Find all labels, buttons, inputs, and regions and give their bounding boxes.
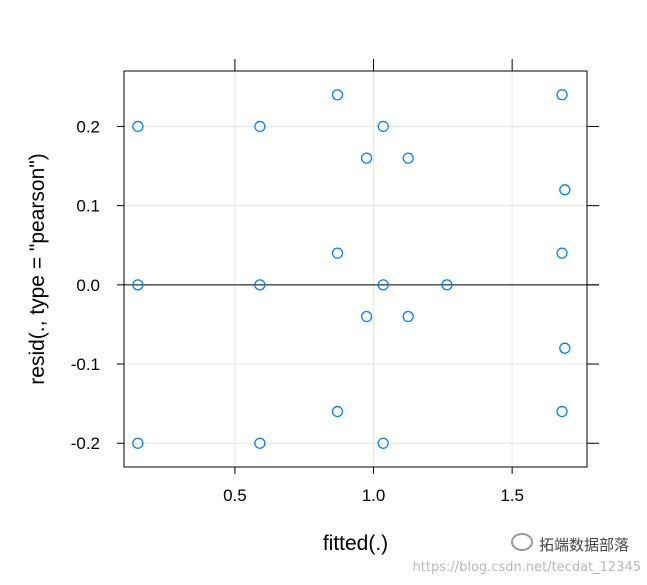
data-point <box>331 405 344 418</box>
brand-label: 拓端数据部落 <box>538 536 629 554</box>
plot-frame <box>123 70 588 468</box>
data-point <box>377 120 389 133</box>
brand-badge: 拓端数据部落 <box>510 533 629 555</box>
data-point <box>132 437 144 449</box>
y-tick-label: 0.0 <box>76 276 100 295</box>
data-point <box>331 247 344 259</box>
data-point <box>556 405 568 418</box>
x-tick-label: 0.5 <box>223 486 247 505</box>
data-point <box>132 120 144 133</box>
data-point <box>254 120 266 133</box>
y-tick-label: -0.2 <box>71 434 100 453</box>
data-point <box>556 89 568 101</box>
y-axis-title: resid(., type = "pearson") <box>26 153 49 384</box>
plot-frame-group <box>123 70 588 468</box>
wechat-icon <box>510 533 533 551</box>
y-tick-label: 0.1 <box>76 197 100 216</box>
x-axis-title: fitted(.) <box>323 532 388 555</box>
y-tick-label: 0.2 <box>76 117 100 136</box>
data-point <box>377 437 389 449</box>
data-points <box>132 89 571 449</box>
data-point <box>360 310 373 323</box>
data-point <box>254 279 266 291</box>
x-tick-label: 1.5 <box>500 486 524 505</box>
watermark: https://blog.csdn.net/tecdat_12345 <box>412 560 641 575</box>
data-point <box>441 279 453 291</box>
x-tick-label: 1.0 <box>362 486 386 505</box>
data-point <box>132 279 144 291</box>
grid-lines <box>124 71 587 467</box>
data-point <box>377 279 389 291</box>
data-point <box>402 152 414 164</box>
data-point <box>559 342 571 354</box>
data-point <box>331 89 344 101</box>
axis-ticks: 0.5 1.0 1.5 -0.2 -0.1 0.0 0.1 0.2 <box>71 59 599 505</box>
data-point <box>402 310 414 323</box>
data-point <box>360 152 373 164</box>
data-point <box>254 437 266 449</box>
data-point <box>556 247 568 259</box>
y-tick-label: -0.1 <box>71 355 100 374</box>
data-point <box>559 184 571 196</box>
